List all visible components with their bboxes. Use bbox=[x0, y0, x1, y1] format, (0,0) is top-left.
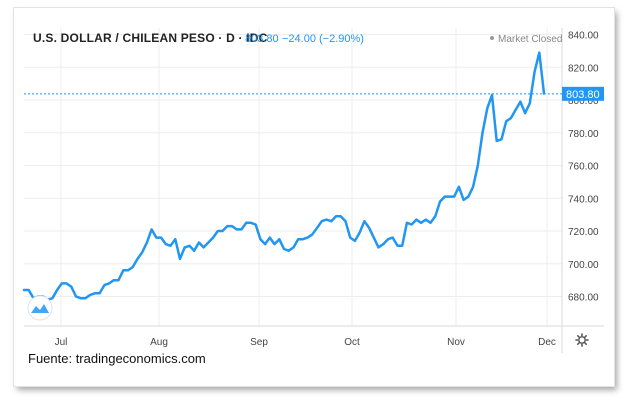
last-price-badge: 803.80 bbox=[562, 86, 604, 101]
y-tick-label: 840.00 bbox=[568, 31, 599, 42]
change-text: −24.00 (−2.90%) bbox=[282, 33, 364, 45]
vertical-gridlines bbox=[60, 28, 548, 326]
chart-svg: U.S. DOLLAR / CHILEAN PESO · D · IDC 803… bbox=[22, 28, 604, 353]
last-value-text: 803.80 bbox=[245, 33, 279, 45]
x-tick-label: Sep bbox=[250, 337, 268, 348]
market-status-text: Market Closed bbox=[498, 34, 562, 45]
market-status-dot bbox=[490, 36, 494, 40]
y-tick-label: 760.00 bbox=[568, 162, 599, 173]
price-axis-labels: 840.00 820.00 800.00 780.00 760.00 740.00 720.… bbox=[568, 31, 599, 304]
chart-title: U.S. DOLLAR / CHILEAN PESO · D · IDC bbox=[33, 31, 268, 45]
x-tick-label: Dec bbox=[538, 337, 556, 348]
source-note: Fuente: tradingeconomics.com bbox=[28, 351, 206, 366]
y-tick-label: 720.00 bbox=[568, 227, 599, 238]
price-line bbox=[22, 51, 546, 302]
chart-frame: U.S. DOLLAR / CHILEAN PESO · D · IDC 803… bbox=[14, 8, 614, 386]
y-tick-label: 700.00 bbox=[568, 260, 599, 271]
horizontal-gridlines bbox=[24, 34, 562, 298]
x-tick-label: Oct bbox=[344, 337, 360, 348]
y-tick-label: 680.00 bbox=[568, 293, 599, 304]
tradingview-logo-icon[interactable] bbox=[27, 295, 53, 321]
x-tick-label: Aug bbox=[150, 337, 168, 348]
y-tick-label: 800.00 bbox=[568, 96, 599, 107]
gear-icon[interactable] bbox=[575, 333, 589, 347]
time-axis-labels: Jul Aug Sep Oct Nov Dec bbox=[55, 337, 556, 348]
y-tick-label: 740.00 bbox=[568, 194, 599, 205]
last-price-badge-text: 803.80 bbox=[566, 89, 600, 101]
x-tick-label: Nov bbox=[447, 337, 465, 348]
x-tick-label: Jul bbox=[55, 337, 68, 348]
y-tick-label: 780.00 bbox=[568, 129, 599, 140]
y-tick-label: 820.00 bbox=[568, 63, 599, 74]
